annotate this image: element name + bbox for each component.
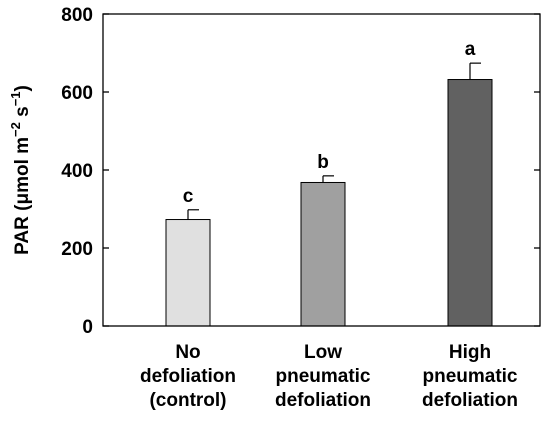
y-axis-label: PAR (μmol m−2 s−1) (8, 85, 33, 255)
error-bars-group (187, 62, 481, 220)
x-category-label: defoliation (275, 390, 371, 411)
y-tick-label: 600 (61, 83, 93, 104)
x-category-label: defoliation (140, 366, 236, 387)
y-tick-label: 200 (61, 239, 93, 260)
y-tick-label: 0 (82, 317, 93, 338)
significance-letters-group: c b a (183, 39, 476, 207)
bar (300, 181, 346, 327)
y-tick-label: 400 (61, 161, 93, 182)
bars-group (165, 79, 493, 327)
x-category-label: Low (304, 342, 342, 363)
x-category-label: pneumatic (275, 366, 370, 387)
significance-letter: a (465, 39, 476, 60)
y-axis-label-mid: s (12, 106, 33, 122)
x-category-label: High (449, 342, 491, 363)
bar (165, 219, 211, 327)
y-axis-ticks: 0 200 400 600 800 (61, 5, 540, 338)
significance-letter: c (183, 186, 194, 207)
bar (447, 79, 493, 327)
x-category-label: defoliation (422, 390, 518, 411)
x-category-label: (control) (149, 390, 226, 411)
y-axis-label-exp2: −1 (8, 91, 23, 106)
x-axis-labels: No defoliation (control) Low pneumatic defoli… (140, 342, 518, 411)
y-axis-label-exp1: −2 (8, 122, 23, 137)
y-axis-label-end: ) (12, 85, 33, 91)
y-axis-label-main: PAR (μmol m (12, 137, 33, 255)
x-category-label: pneumatic (422, 366, 517, 387)
x-category-label: No (175, 342, 200, 363)
significance-letter: b (317, 152, 329, 173)
y-tick-label: 800 (61, 5, 93, 26)
